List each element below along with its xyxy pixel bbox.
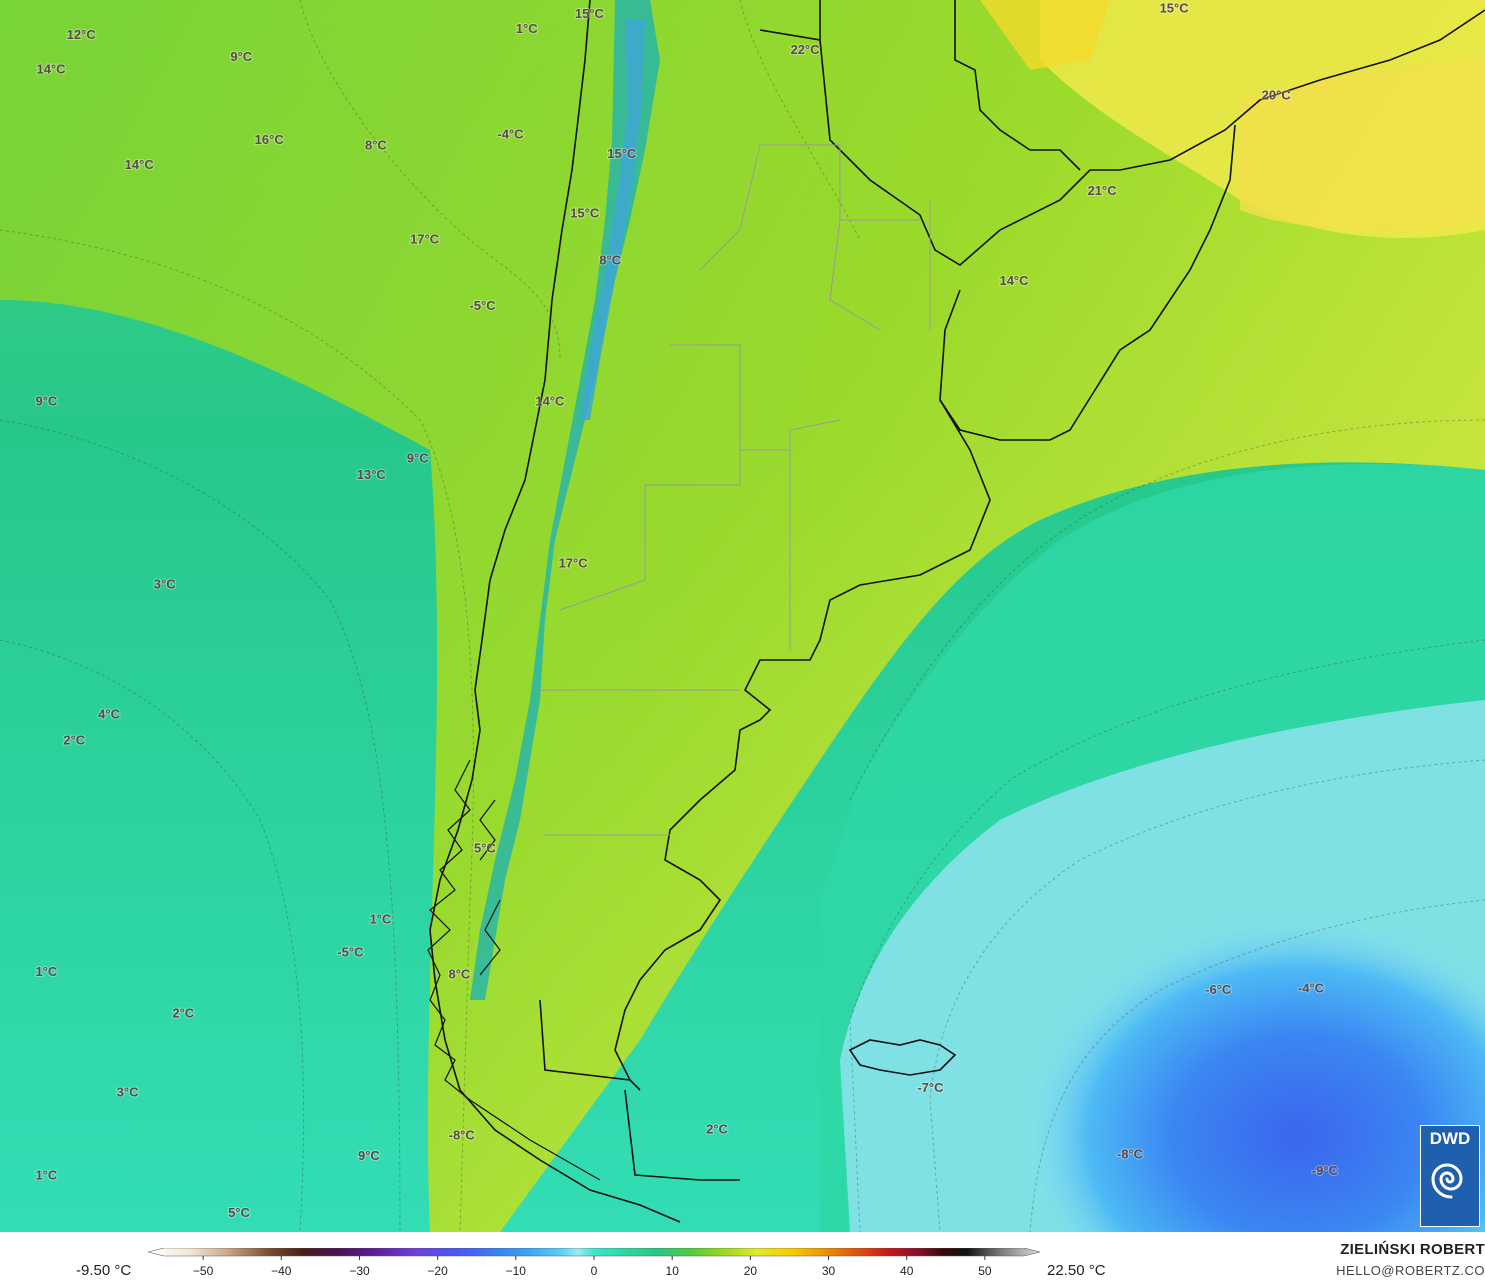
temperature-label: 2°C (706, 1122, 728, 1137)
spiral-icon (1431, 1163, 1463, 1199)
colorbar-tick-label: 0 (591, 1264, 598, 1278)
colorbar-tick-label: −30 (349, 1264, 370, 1278)
temperature-labels: 12°C 14°C 9°C 16°C 8°C 14°C 17°C 1°C 15°C -4°C 15°… (34, 0, 1339, 1221)
temperature-label: 1°C (516, 21, 538, 36)
temperature-label: 1°C (370, 911, 392, 926)
temperature-label: 9°C (407, 450, 429, 465)
temperature-label: 17°C (559, 556, 589, 571)
colorbar-tick-label: 10 (666, 1264, 680, 1278)
colorbar-tick-label: −50 (193, 1264, 214, 1278)
temperature-label: 14°C (999, 273, 1029, 288)
temperature-label: 1°C (35, 964, 57, 979)
temperature-label: -5°C (337, 945, 364, 960)
temperature-label: 9°C (230, 49, 252, 64)
temperature-label: -4°C (1298, 981, 1325, 996)
temperature-label: 4°C (98, 706, 120, 721)
colorbar-ticks: −50 −40 −30 −20 −10 0 10 20 30 40 50 (193, 1256, 992, 1278)
colorbar-tick-label: −40 (271, 1264, 292, 1278)
temperature-label: 3°C (154, 576, 176, 591)
colorbar-tick-label: −20 (427, 1264, 448, 1278)
temperature-label: 3°C (117, 1084, 139, 1099)
colorbar-tick-label: 20 (744, 1264, 758, 1278)
colorbar-tick-label: 50 (978, 1264, 992, 1278)
colorbar-tick-label: −10 (506, 1264, 527, 1278)
temperature-label: 1°C (35, 1167, 57, 1182)
temperature-label: 20°C (1262, 88, 1292, 103)
province-borders (540, 144, 931, 836)
temperature-label: 16°C (255, 132, 285, 147)
colorbar-tick-label: 40 (900, 1264, 914, 1278)
temperature-label: 9°C (358, 1148, 380, 1163)
temperature-label: 9°C (35, 394, 57, 409)
temperature-label: -6°C (1205, 982, 1232, 997)
temperature-label: -4°C (497, 126, 524, 141)
temperature-label: 14°C (36, 61, 66, 76)
temperature-map: 12°C 14°C 9°C 16°C 8°C 14°C 17°C 1°C 15°C -4°C 15°… (0, 0, 1485, 1232)
temperature-label: 8°C (599, 252, 621, 267)
andes-snow-peak (580, 20, 645, 420)
dwd-logo-text: DWD (1429, 1129, 1471, 1148)
temperature-label: 15°C (570, 205, 600, 220)
legend-max-label: 22.50 °C (1047, 1262, 1106, 1279)
hot-coast-field (1240, 60, 1485, 231)
temperature-label: 12°C (67, 27, 97, 42)
temperature-label: -8°C (449, 1127, 476, 1142)
temperature-label: 17°C (410, 232, 440, 247)
temperature-label: 14°C (125, 157, 155, 172)
isotherm-lines (0, 0, 1485, 1232)
temperature-label: 2°C (63, 733, 85, 748)
temperature-label: 22°C (791, 42, 821, 57)
dwd-logo: DWD (1420, 1125, 1480, 1227)
temperature-label: 5°C (228, 1205, 250, 1220)
fjord-coast (427, 759, 601, 1181)
temperature-label: 13°C (357, 467, 387, 482)
temperature-label: -8°C (1117, 1147, 1144, 1162)
colorbar-tick-label: 30 (822, 1264, 836, 1278)
temperature-label: 14°C (535, 394, 565, 409)
temperature-label: -9°C (1312, 1163, 1339, 1178)
temperature-label: 15°C (575, 6, 605, 21)
warm-continental-field (0, 0, 1485, 1232)
temperature-label: 5°C (474, 841, 496, 856)
hot-spot-field (980, 0, 1110, 70)
temperature-label: 2°C (172, 1005, 194, 1020)
temperature-label: -5°C (470, 298, 497, 313)
temperature-label: 15°C (1160, 1, 1190, 16)
map-canvas: 12°C 14°C 9°C 16°C 8°C 14°C 17°C 1°C 15°C -4°C 15°… (0, 0, 1485, 1232)
temperature-label: 8°C (448, 967, 470, 982)
author-credit: ZIELIŃSKI ROBERT (1340, 1241, 1485, 1258)
colorbar: −50 −40 −30 −20 −10 0 10 20 30 40 50 (148, 1248, 1040, 1278)
temperature-label: 21°C (1088, 183, 1118, 198)
coastlines (429, 0, 1485, 1223)
temperature-label: 8°C (365, 138, 387, 153)
colorbar-gradient (148, 1248, 1040, 1257)
temperature-label: -7°C (917, 1080, 944, 1095)
legend-min-label: -9.50 °C (76, 1262, 132, 1279)
colorbar-legend: -9.50 °C −50 −40 −30 −20 −10 0 10 20 30 40 50 22.5… (0, 1232, 1485, 1287)
cold-pool-field (820, 700, 1485, 1232)
author-email: HELLO@ROBERTZ.CO (1336, 1263, 1485, 1278)
temperature-label: 15°C (607, 146, 637, 161)
